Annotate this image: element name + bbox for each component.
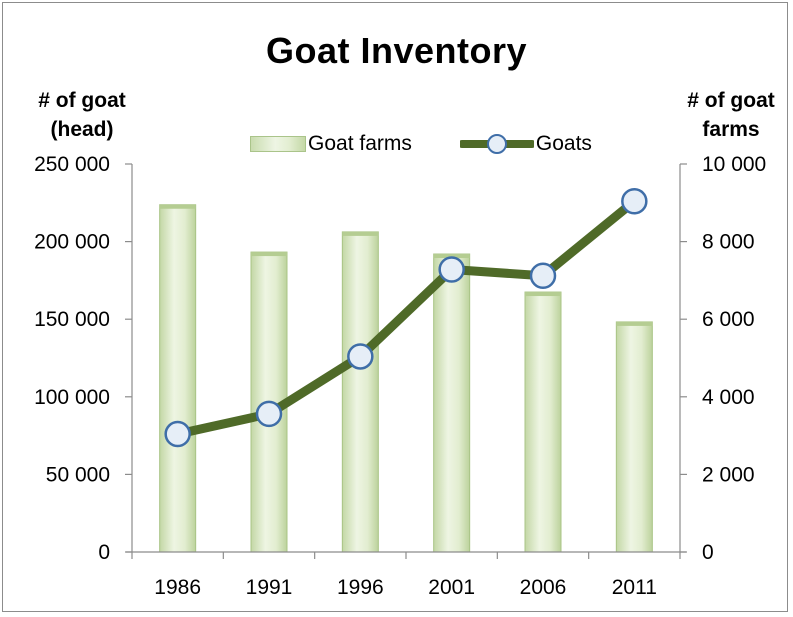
legend-item-goats: Goats	[459, 132, 592, 156]
right-tick-label: 2 000	[702, 463, 755, 486]
left-axis-title-line1: # of goat	[38, 89, 126, 112]
bar-cap-1991	[251, 252, 287, 257]
marker-goats-2006	[529, 262, 557, 289]
legend: Goat farms Goats	[250, 130, 592, 158]
right-tick-label: 0	[702, 541, 714, 564]
right-tick-label: 10 000	[702, 153, 766, 176]
bars-layer	[159, 204, 653, 553]
axes-layer	[125, 163, 687, 559]
left-tick-label: 150 000	[34, 308, 110, 331]
x-tick-label: 1991	[246, 576, 293, 599]
left-tick-label: 0	[98, 541, 110, 564]
x-tick-label: 2001	[428, 576, 475, 599]
left-tick-label: 50 000	[46, 463, 110, 486]
left-tick-label: 100 000	[34, 386, 110, 409]
bar-goat-farms-1996	[341, 231, 379, 553]
chart-title: Goat Inventory	[265, 30, 528, 71]
legend-item-goat-farms: Goat farms	[250, 132, 412, 156]
bar-cap-2006	[525, 292, 561, 297]
bar-goat-farms-2011	[615, 321, 653, 553]
bar-cap-1996	[342, 231, 379, 236]
legend-label-goats: Goats	[535, 132, 592, 155]
bar-cap-2011	[616, 321, 653, 326]
marker-goats-2011	[621, 187, 648, 215]
chart-frame	[2, 2, 788, 612]
marker-goats-1986	[164, 420, 191, 448]
x-tick-label: 2006	[520, 576, 567, 599]
legend-swatch-bar	[250, 136, 306, 152]
left-tick-label: 200 000	[34, 231, 110, 254]
x-tick-label: 1986	[154, 576, 201, 599]
bar-goat-farms-1986	[159, 204, 197, 553]
bar-goat-farms-2006	[524, 291, 562, 553]
line-goats	[173, 196, 639, 439]
right-tick-label: 4 000	[702, 386, 755, 409]
right-axis-title-line2: farms	[702, 118, 760, 141]
labels-layer: 0 50 000 100 000 150 000 200 000 250 000 0 2 00…	[34, 153, 766, 599]
line-layer	[164, 187, 648, 448]
left-axis-title-line2: (head)	[50, 118, 114, 141]
x-tick-label: 2011	[612, 576, 657, 599]
marker-goats-1996	[347, 343, 374, 370]
right-axis-title: # of goat farms	[676, 86, 786, 144]
marker-goats-1991	[255, 400, 283, 428]
right-tick-label: 6 000	[702, 308, 755, 331]
marker-goats-2001	[438, 256, 465, 283]
legend-label-goat-farms: Goat farms	[308, 132, 412, 155]
bar-cap-1986	[159, 204, 196, 209]
right-axis-title-line1: # of goat	[687, 89, 775, 112]
x-tick-label: 1996	[337, 576, 384, 599]
right-tick-label: 8 000	[702, 231, 755, 254]
bar-cap-2001	[433, 254, 470, 259]
legend-swatch-line	[459, 132, 534, 156]
left-tick-label: 250 000	[34, 153, 110, 176]
left-axis-title: # of goat (head)	[22, 86, 142, 144]
bar-goat-farms-2001	[433, 253, 471, 553]
